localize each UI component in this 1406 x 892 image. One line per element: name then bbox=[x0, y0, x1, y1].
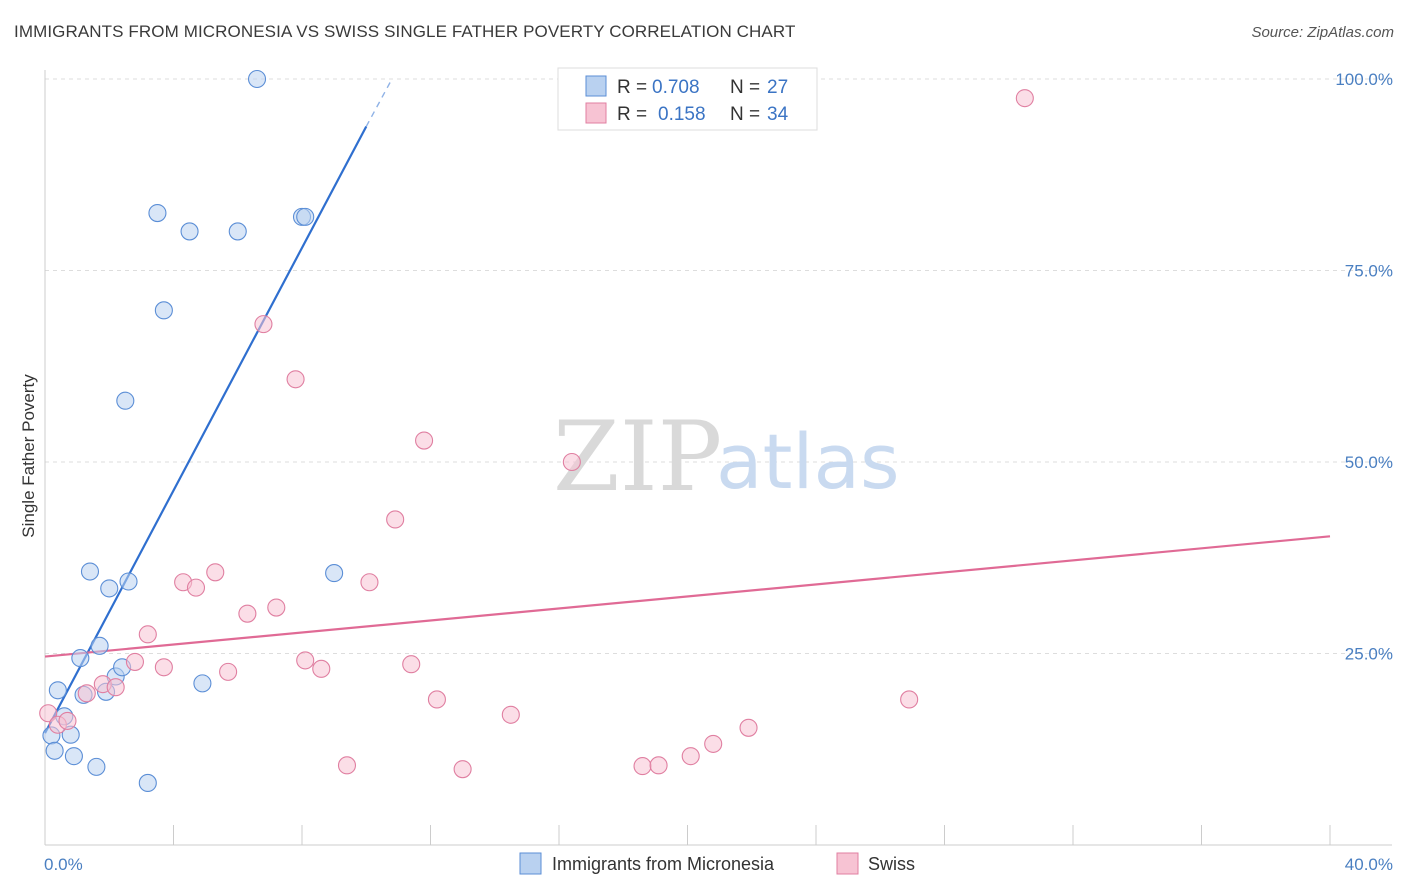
point-0-9 bbox=[87, 757, 106, 776]
point-0-17 bbox=[138, 773, 157, 793]
point-1-6 bbox=[125, 652, 144, 671]
point-1-8 bbox=[154, 658, 173, 677]
bottom-legend-swatch-micronesia bbox=[519, 852, 542, 875]
trendline-0 bbox=[44, 125, 368, 734]
legend-n-value-micronesia: 27 bbox=[767, 77, 788, 98]
point-0-21 bbox=[193, 674, 212, 693]
point-1-34 bbox=[1015, 89, 1034, 108]
x-tick-label-min: 0.0% bbox=[44, 855, 83, 874]
point-1-13 bbox=[238, 604, 257, 623]
point-1-20 bbox=[360, 573, 379, 592]
y-tick-label-3: 100.0% bbox=[1335, 70, 1393, 89]
bottom-legend-swatch-swiss bbox=[836, 852, 859, 875]
point-0-10 bbox=[90, 636, 109, 655]
point-0-6 bbox=[71, 649, 90, 668]
point-0-12 bbox=[100, 579, 119, 598]
legend-r-value-micronesia: 0.708 bbox=[652, 77, 700, 98]
point-0-20 bbox=[180, 222, 199, 241]
point-1-21 bbox=[386, 510, 405, 529]
point-0-1 bbox=[45, 741, 64, 760]
legend-n-label-swiss: N = bbox=[730, 104, 760, 125]
watermark: ZIP atlas bbox=[553, 401, 900, 513]
y-axis-title: Single Father Poverty bbox=[19, 374, 38, 538]
trendline-1 bbox=[44, 535, 1331, 658]
legend-swatch-swiss bbox=[585, 102, 607, 124]
point-1-16 bbox=[286, 370, 305, 389]
legend-swatch-micronesia bbox=[585, 75, 607, 97]
bottom-legend-label-swiss: Swiss bbox=[868, 854, 915, 874]
point-1-23 bbox=[415, 431, 434, 450]
legend-r-value-swiss: 0.158 bbox=[658, 104, 706, 125]
point-1-14 bbox=[254, 315, 273, 334]
point-1-10 bbox=[186, 578, 206, 597]
point-0-8 bbox=[80, 562, 100, 581]
point-0-19 bbox=[154, 301, 173, 320]
point-1-18 bbox=[312, 659, 331, 678]
point-1-3 bbox=[77, 684, 96, 703]
point-0-5 bbox=[64, 747, 83, 766]
point-1-22 bbox=[402, 655, 421, 674]
legend-r-label-micronesia: R = bbox=[617, 77, 647, 98]
y-tick-label-0: 25.0% bbox=[1345, 645, 1393, 664]
watermark-atlas: atlas bbox=[716, 417, 900, 506]
chart-title: IMMIGRANTS FROM MICRONESIA VS SWISS SING… bbox=[14, 22, 796, 41]
point-0-22 bbox=[228, 222, 247, 241]
legend-n-value-swiss: 34 bbox=[767, 104, 789, 125]
point-0-16 bbox=[119, 572, 138, 591]
legend-top: R = 0.708 N = 27 R = 0.158 N = 34 bbox=[557, 67, 818, 131]
point-1-7 bbox=[138, 625, 157, 644]
point-1-17 bbox=[296, 651, 315, 670]
point-1-5 bbox=[106, 678, 125, 697]
point-0-2 bbox=[48, 681, 67, 700]
point-1-27 bbox=[562, 452, 581, 472]
point-1-33 bbox=[900, 690, 919, 709]
point-1-12 bbox=[219, 662, 238, 681]
point-1-2 bbox=[58, 711, 77, 730]
point-0-26 bbox=[325, 564, 344, 583]
legend-bottom: Immigrants from Micronesia Swiss bbox=[519, 852, 915, 875]
bottom-legend-label-micronesia: Immigrants from Micronesia bbox=[552, 854, 775, 874]
point-0-18 bbox=[148, 204, 167, 223]
y-tick-labels: 25.0% 50.0% 75.0% 100.0% bbox=[1335, 70, 1393, 664]
legend-n-label-micronesia: N = bbox=[730, 77, 760, 98]
point-0-15 bbox=[116, 391, 135, 410]
trendlines bbox=[44, 78, 1331, 734]
point-1-19 bbox=[337, 756, 357, 775]
point-1-15 bbox=[267, 598, 286, 617]
point-1-24 bbox=[427, 690, 446, 709]
x-tick-label-max: 40.0% bbox=[1345, 855, 1393, 874]
x-tick-labels: 0.0% 40.0% bbox=[44, 855, 1393, 874]
point-1-29 bbox=[649, 756, 668, 775]
trendline-extension-0 bbox=[365, 78, 393, 127]
point-1-26 bbox=[501, 705, 520, 724]
point-1-30 bbox=[681, 747, 700, 766]
point-0-23 bbox=[247, 69, 267, 89]
point-1-25 bbox=[453, 760, 472, 779]
gridlines bbox=[45, 78, 1392, 654]
y-tick-label-2: 75.0% bbox=[1345, 262, 1393, 281]
point-1-31 bbox=[704, 734, 723, 753]
data-points bbox=[39, 69, 1034, 793]
point-0-25 bbox=[296, 207, 315, 226]
watermark-zip: ZIP bbox=[553, 401, 722, 513]
point-1-11 bbox=[206, 563, 225, 582]
y-tick-label-1: 50.0% bbox=[1345, 453, 1393, 472]
point-1-28 bbox=[633, 757, 652, 776]
point-1-32 bbox=[739, 718, 758, 737]
legend-r-label-swiss: R = bbox=[617, 104, 647, 125]
source-label: Source: ZipAtlas.com bbox=[1251, 24, 1394, 41]
